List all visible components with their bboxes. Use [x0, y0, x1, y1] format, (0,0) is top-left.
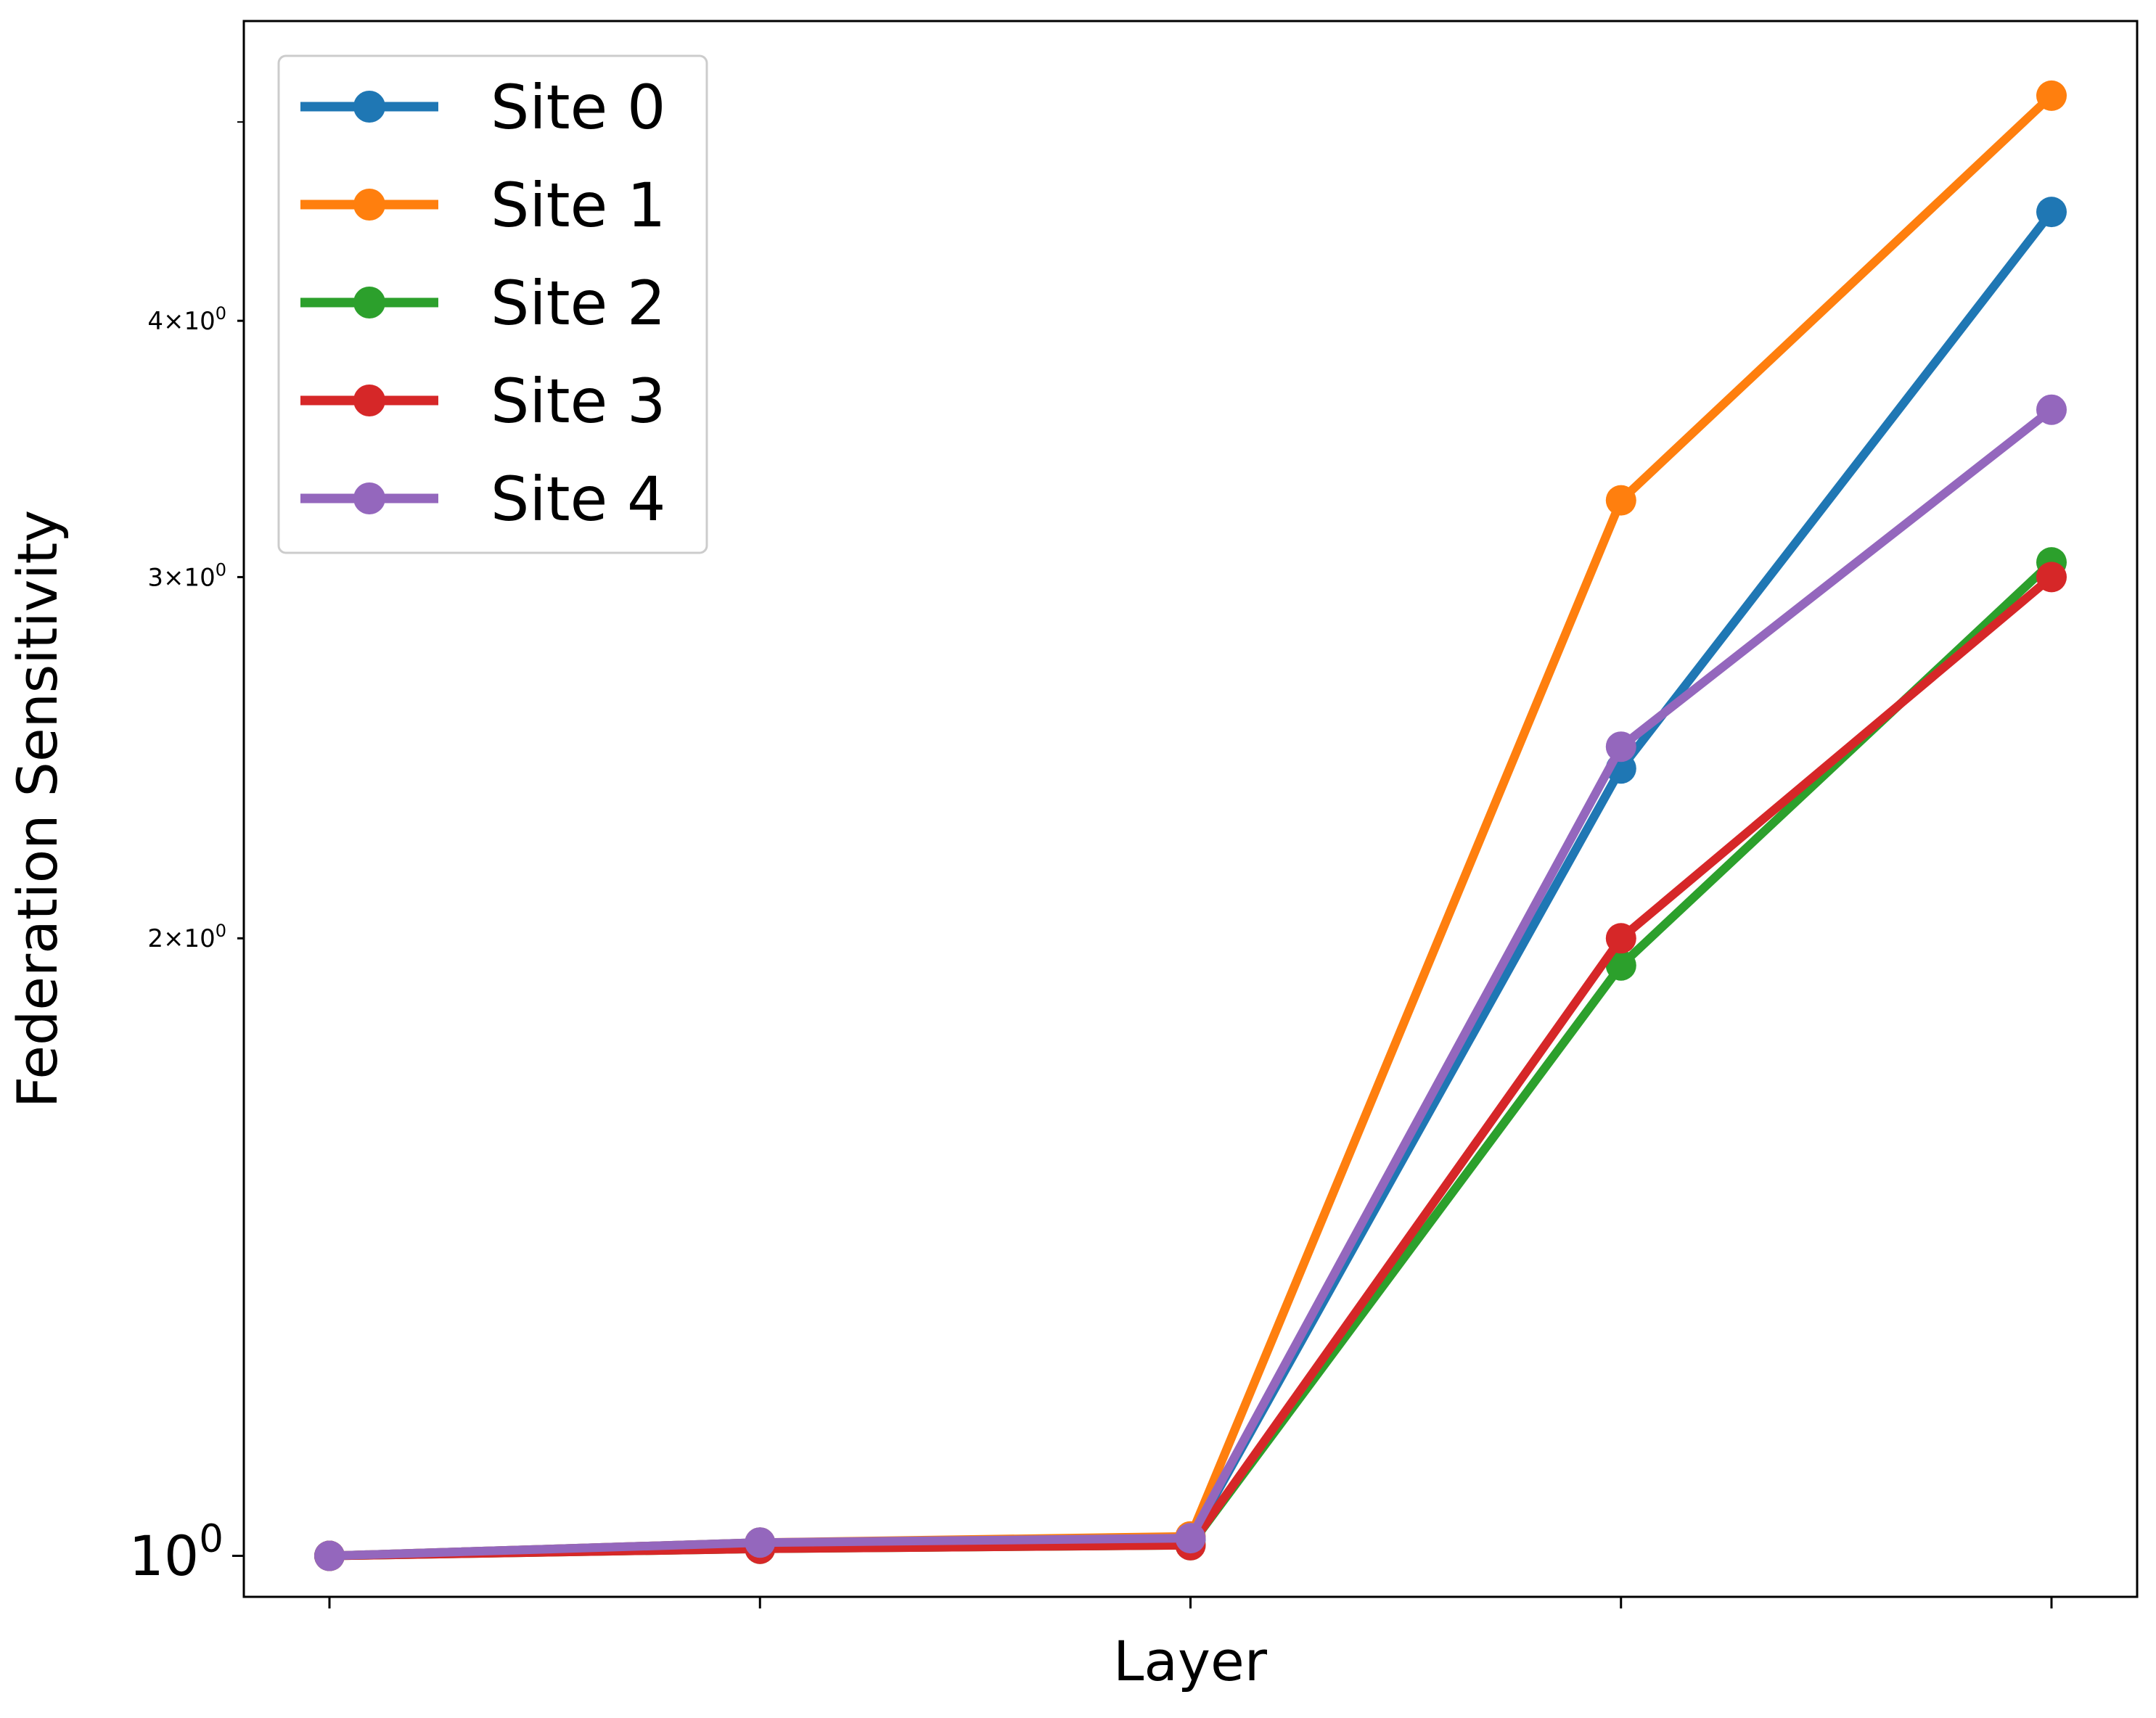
data-point-3-4	[2036, 562, 2067, 593]
legend-label-0: Site 0	[491, 72, 665, 143]
series-line-3	[325, 572, 2056, 1561]
series-4	[314, 394, 2067, 1571]
series-line-2	[325, 558, 2056, 1561]
y-axis-label: Federation Sensitivity	[5, 510, 70, 1109]
legend-swatch-marker-0	[353, 91, 385, 123]
data-point-4-1	[745, 1527, 776, 1558]
series-2	[314, 547, 2067, 1571]
series-3	[314, 562, 2067, 1571]
data-point-1-3	[1605, 485, 1636, 516]
x-axis-label: Layer	[1113, 1629, 1268, 1693]
legend-swatch-marker-2	[353, 287, 385, 318]
legend-item-0: Site 0	[300, 72, 665, 143]
data-point-4-3	[1605, 731, 1636, 763]
legend-swatch-marker-4	[353, 482, 385, 514]
legend-swatch-marker-3	[353, 385, 385, 416]
series-line-4	[325, 405, 2056, 1561]
legend-label-1: Site 1	[491, 170, 665, 241]
legend-label-2: Site 2	[491, 268, 665, 339]
legend-item-2: Site 2	[300, 268, 665, 339]
data-point-4-2	[1175, 1523, 1206, 1554]
y-axis-ticks: 100 2×100 3×100 4×100	[129, 121, 244, 1588]
y-tick-label-2: 3×100	[147, 559, 226, 592]
legend-item-4: Site 4	[300, 464, 665, 535]
series-layer	[314, 80, 2067, 1571]
x-axis-ticks	[328, 1597, 2053, 1608]
legend-item-3: Site 3	[300, 366, 665, 437]
legend: Site 0 Site 1 Site 2 Site 3 Site 4	[277, 54, 708, 554]
legend-box	[277, 54, 708, 554]
data-point-1-4	[2036, 80, 2067, 111]
data-point-2-3	[1605, 950, 1636, 981]
data-point-0-4	[2036, 197, 2067, 228]
legend-label-3: Site 3	[491, 366, 665, 437]
y-tick-label-1: 2×100	[147, 921, 226, 953]
y-tick-label-3: 4×100	[147, 303, 226, 336]
data-point-4-0	[314, 1540, 345, 1571]
legend-item-1: Site 1	[300, 170, 665, 241]
data-point-4-4	[2036, 394, 2067, 425]
data-point-3-3	[1605, 923, 1636, 954]
y-tick-label-0: 100	[129, 1517, 224, 1588]
legend-swatch-marker-1	[353, 189, 385, 221]
legend-label-4: Site 4	[491, 464, 665, 535]
